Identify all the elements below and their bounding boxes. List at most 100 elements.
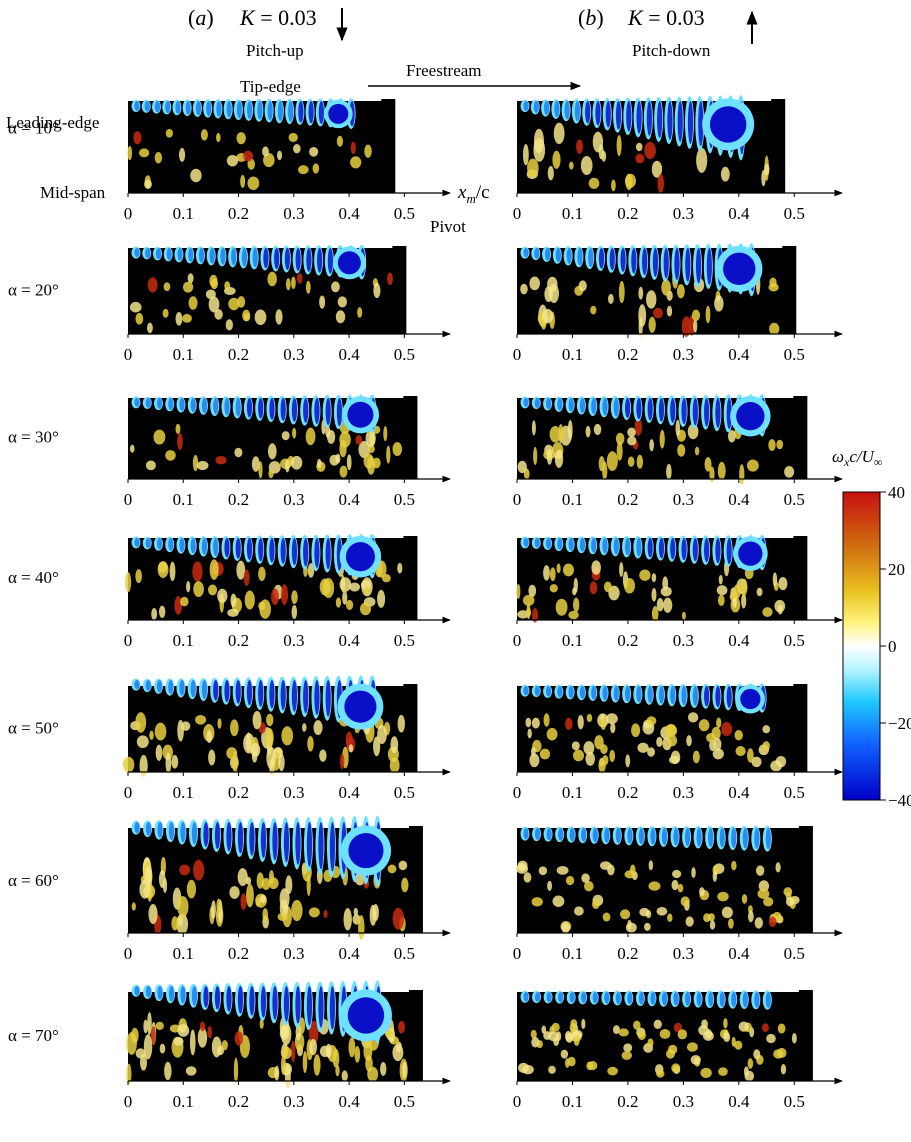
positive-vorticity-patch (547, 880, 553, 891)
positive-vorticity-patch (230, 719, 239, 737)
panel-a-header: (a) K = 0.03 Pitch-up (188, 5, 348, 60)
x-tick-label: 0.2 (617, 345, 638, 364)
positive-vorticity-patch (712, 748, 724, 760)
positive-vorticity-patch (581, 1018, 586, 1030)
wing-plate (408, 826, 423, 933)
positive-vorticity-patch (182, 313, 192, 323)
x-tick-label: 0.4 (728, 631, 750, 650)
negative-vorticity-core (658, 398, 665, 422)
positive-vorticity-patch (671, 879, 679, 891)
negative-vorticity-core (754, 828, 760, 849)
positive-vorticity-patch (165, 450, 176, 461)
negative-vorticity-core (692, 398, 698, 426)
positive-vorticity-patch (226, 154, 239, 167)
positive-vorticity-patch (262, 908, 269, 922)
negative-vorticity-core (306, 247, 312, 272)
positive-vorticity-patch (148, 903, 158, 925)
positive-vorticity-patch (588, 177, 600, 189)
positive-vorticity-patch (357, 307, 363, 318)
positive-vorticity-patch (157, 561, 169, 579)
negative-vorticity-core (260, 986, 267, 1018)
positive-vorticity-patch (232, 751, 238, 774)
negative-vorticity-core (545, 538, 552, 549)
negative-vorticity-core (269, 398, 275, 420)
positive-vorticity-patch (372, 457, 381, 469)
x-tick-label: 0.4 (338, 345, 360, 364)
positive-vorticity-patch (741, 593, 747, 609)
negative-vorticity-core (134, 986, 140, 996)
negative-vorticity-core (579, 686, 586, 699)
positive-vorticity-patch (280, 1023, 292, 1046)
positive-vorticity-patch (346, 454, 352, 471)
positive-vorticity-patch (718, 574, 723, 585)
positive-vorticity-patch (331, 281, 340, 293)
positive-vorticity-patch (337, 296, 348, 308)
negative-vorticity-core (613, 398, 619, 417)
negative-vorticity-core (283, 822, 290, 863)
negative-vorticity-core (534, 828, 541, 840)
positive-vorticity-patch (305, 427, 316, 446)
positive-vorticity-patch (659, 1029, 671, 1039)
negative-vorticity-core (545, 398, 552, 410)
positive-vorticity-patch (741, 894, 748, 904)
positive-vorticity-patch (711, 726, 721, 740)
negative-vorticity-core (534, 686, 540, 696)
negative-vorticity-core (246, 680, 253, 706)
positive-vorticity-patch (576, 139, 583, 154)
x-tick-label: 0.5 (394, 490, 415, 509)
positive-vorticity-patch (605, 713, 618, 725)
positive-vorticity-patch (791, 1033, 797, 1044)
x-tick-label: 0.2 (228, 345, 249, 364)
positive-vorticity-patch (677, 444, 686, 457)
negative-vorticity-core (269, 538, 275, 563)
positive-vorticity-patch (538, 866, 548, 876)
positive-vorticity-patch (187, 273, 194, 284)
negative-vorticity-core (175, 101, 181, 114)
positive-vorticity-patch (651, 588, 657, 602)
positive-vorticity-patch (569, 1022, 577, 1033)
positive-vorticity-patch (258, 566, 266, 582)
positive-vorticity-patch (567, 420, 573, 440)
negative-vorticity-core (684, 992, 691, 1006)
negative-vorticity-core (609, 248, 615, 271)
negative-vorticity-core (260, 822, 267, 859)
negative-vorticity-core (277, 101, 283, 122)
negative-vorticity-core (134, 248, 140, 258)
alpha-label: α = 10° (8, 119, 59, 138)
negative-vorticity-core (754, 992, 760, 1008)
positive-vorticity-patch (149, 730, 154, 741)
negative-vorticity-core (579, 538, 586, 552)
positive-vorticity-patch (633, 1020, 641, 1030)
positive-vorticity-patch (251, 456, 260, 472)
negative-vorticity-core (325, 680, 331, 717)
positive-vorticity-patch (627, 456, 635, 467)
alpha-label: α = 20° (8, 280, 59, 299)
panel-b-k-symbol: K (627, 5, 644, 30)
positive-vorticity-patch (751, 756, 762, 768)
wing-plate (403, 396, 418, 479)
x-tick-label: 0 (513, 783, 522, 802)
negative-vorticity-core (692, 538, 698, 562)
x-tick-label: 0.4 (728, 1092, 750, 1111)
negative-vorticity-core (314, 538, 320, 568)
positive-vorticity-patch (709, 920, 716, 930)
positive-vorticity-patch (383, 426, 388, 442)
negative-vorticity-core (631, 248, 637, 274)
negative-vorticity-core (742, 992, 748, 1008)
negative-vorticity-core (715, 538, 721, 564)
negative-vorticity-core (627, 992, 633, 1005)
negative-vorticity-core (298, 101, 304, 123)
positive-vorticity-patch (602, 755, 609, 766)
negative-vorticity-core (625, 398, 631, 418)
positive-vorticity-patch (709, 466, 715, 482)
negative-vorticity-core (765, 828, 771, 850)
positive-vorticity-patch (522, 144, 529, 166)
panel-a-letter: a (195, 5, 206, 30)
x-tick-label: 0.5 (394, 944, 415, 963)
positive-vorticity-patch (290, 455, 303, 470)
positive-vorticity-patch (785, 897, 795, 907)
positive-vorticity-patch (207, 1025, 213, 1039)
negative-vorticity-core (180, 986, 186, 1004)
positive-vorticity-patch (705, 305, 711, 324)
positive-vorticity-patch (625, 754, 631, 768)
